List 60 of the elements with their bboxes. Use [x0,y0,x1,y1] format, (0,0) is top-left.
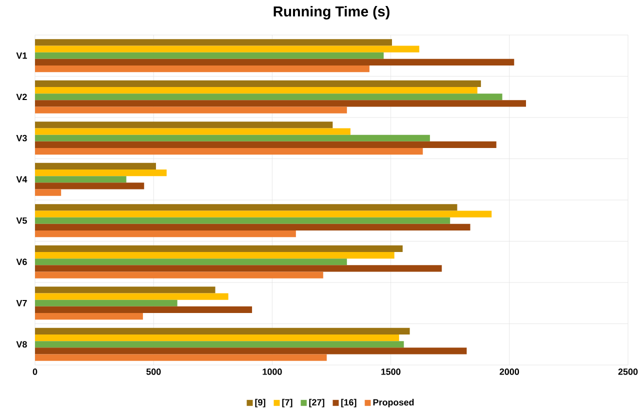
legend-label: [27] [309,398,324,408]
chart-title: Running Time (s) [274,6,390,20]
bar [35,272,324,278]
x-tick-label: 1000 [262,368,282,375]
bar [35,176,126,183]
bar [35,258,347,266]
bar [35,52,384,59]
legend-label: [16] [341,398,356,408]
x-tick-label: 1500 [381,368,400,375]
y-tick-label: V3 [16,134,27,142]
bar [35,341,404,348]
y-tick-label: V5 [16,217,27,224]
bar [35,39,392,46]
bar [35,265,442,272]
bar [35,100,526,107]
bar [35,46,420,52]
legend-label: [9] [255,398,266,408]
legend-label: Proposed [373,398,414,408]
bar [35,148,423,155]
bar [35,328,410,334]
bar [35,86,478,94]
bar [35,224,470,231]
bar [35,80,481,87]
bar [35,58,514,66]
bar [35,286,216,294]
x-tick-label: 500 [146,368,161,375]
bar [35,162,156,170]
bar [35,128,350,135]
bar [35,300,178,306]
bar [35,169,167,176]
bar [35,66,370,72]
bar [35,141,496,148]
legend-label: [7] [282,398,292,408]
y-tick-label: V6 [16,258,27,266]
bar [35,313,143,320]
bar [35,210,492,218]
x-tick-label: 2000 [500,368,520,375]
bar [35,230,296,238]
bar [35,189,62,196]
bar [35,252,394,259]
bar [35,334,400,342]
bar [35,204,458,211]
bar [35,354,327,361]
bar [35,306,252,314]
bar [35,134,430,142]
y-tick-label: V4 [16,176,28,182]
bar [35,94,502,100]
x-tick-label: 2500 [618,368,638,375]
bar [35,293,228,300]
y-tick-label: V1 [16,52,27,59]
y-tick-label: V7 [16,300,27,306]
bar [35,122,333,128]
y-tick-label: V8 [16,341,27,348]
bar [35,245,403,252]
bar [35,182,144,190]
y-tick-label: V2 [16,94,27,100]
x-tick-label: 0 [32,368,38,375]
bar [35,217,450,224]
bar [35,106,347,114]
bar [35,348,467,354]
